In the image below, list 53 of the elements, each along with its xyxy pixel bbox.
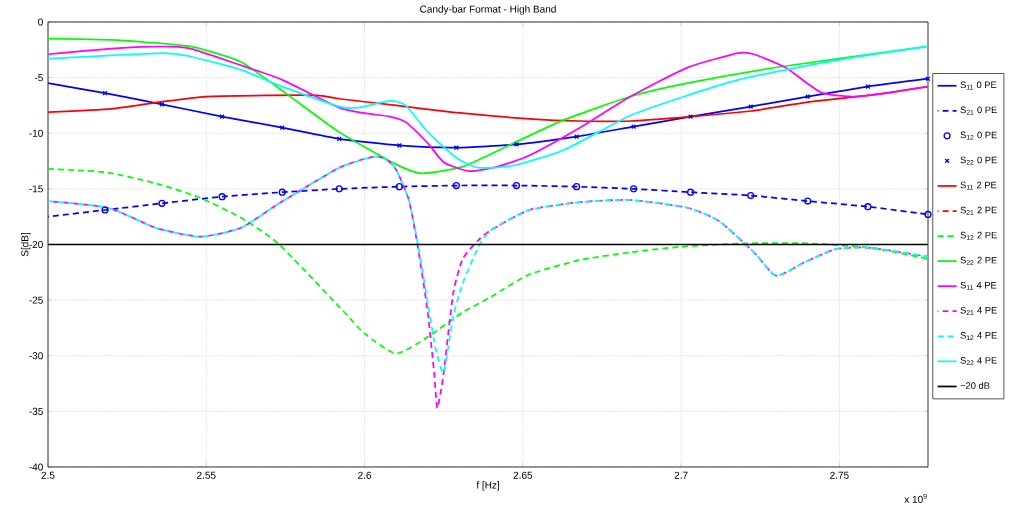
- point: [630, 185, 638, 193]
- legend-label: S$_{22}$ 0 PE: [960, 156, 997, 165]
- x-tick-label: 2.6: [358, 471, 372, 479]
- y-tick-label: -20: [29, 240, 43, 249]
- point: [804, 197, 812, 205]
- y-tick-label: -35: [29, 407, 43, 415]
- point: [219, 114, 225, 120]
- point: [747, 191, 755, 200]
- point: [218, 193, 226, 201]
- legend-label: S$_{12}$ 4 PE: [960, 332, 997, 340]
- y-tick-label: -25: [29, 296, 43, 304]
- point: [805, 93, 811, 100]
- point: [864, 203, 872, 211]
- y-tick-label: -15: [29, 185, 43, 193]
- x-tick-label: 2.5: [41, 471, 55, 479]
- point: [512, 181, 521, 190]
- point: [748, 103, 754, 110]
- y-tick-label: 0: [38, 18, 43, 26]
- point: [158, 199, 166, 207]
- legend-label: S$_{11}$ 4 PE: [960, 281, 997, 290]
- legend-label: −20 dB: [960, 382, 990, 389]
- point: [924, 210, 932, 219]
- legend-label: S$_{11}$ 0 PE: [960, 81, 997, 90]
- point: [278, 188, 286, 196]
- legend-label: S$_{21}$ 4 PE: [960, 306, 997, 315]
- legend-label: S$_{22}$ 4 PE: [960, 357, 997, 366]
- point: [279, 125, 285, 131]
- x-tick-label: 2.75: [830, 471, 849, 479]
- y-tick-label: -5: [34, 74, 43, 82]
- point: [159, 101, 165, 107]
- point: [101, 206, 109, 214]
- x-tick-label: 2.55: [197, 471, 216, 479]
- legend-label: S$_{12}$ 2 PE: [960, 231, 997, 240]
- legend-label: S$_{21}$ 2 PE: [960, 206, 997, 215]
- x-tick-label: 2.65: [513, 471, 533, 479]
- legend-label: S$_{22}$ 2 PE: [960, 256, 997, 265]
- text: x 10$^{9}$: [904, 493, 927, 503]
- y-axis-title: S[dB]: [21, 232, 31, 257]
- x-tick-label: 2.7: [674, 471, 688, 479]
- y-tick-label: -40: [29, 463, 43, 471]
- point: [452, 181, 460, 190]
- point: [335, 185, 343, 193]
- chart-title: Candy-bar Format - High Band: [420, 5, 556, 15]
- legend-label: S$_{21}$ 0 PE: [960, 106, 997, 115]
- legend-label: S$_{12}$ 0 PE: [960, 131, 997, 140]
- x-axis-title: f [Hz]: [476, 481, 499, 491]
- y-tick-label: -10: [29, 129, 43, 137]
- point: [395, 183, 403, 191]
- point: [686, 188, 695, 196]
- legend-label: S$_{11}$ 2 PE: [960, 181, 997, 190]
- point: [865, 83, 871, 90]
- y-tick-label: -30: [29, 352, 43, 360]
- point: [573, 183, 581, 191]
